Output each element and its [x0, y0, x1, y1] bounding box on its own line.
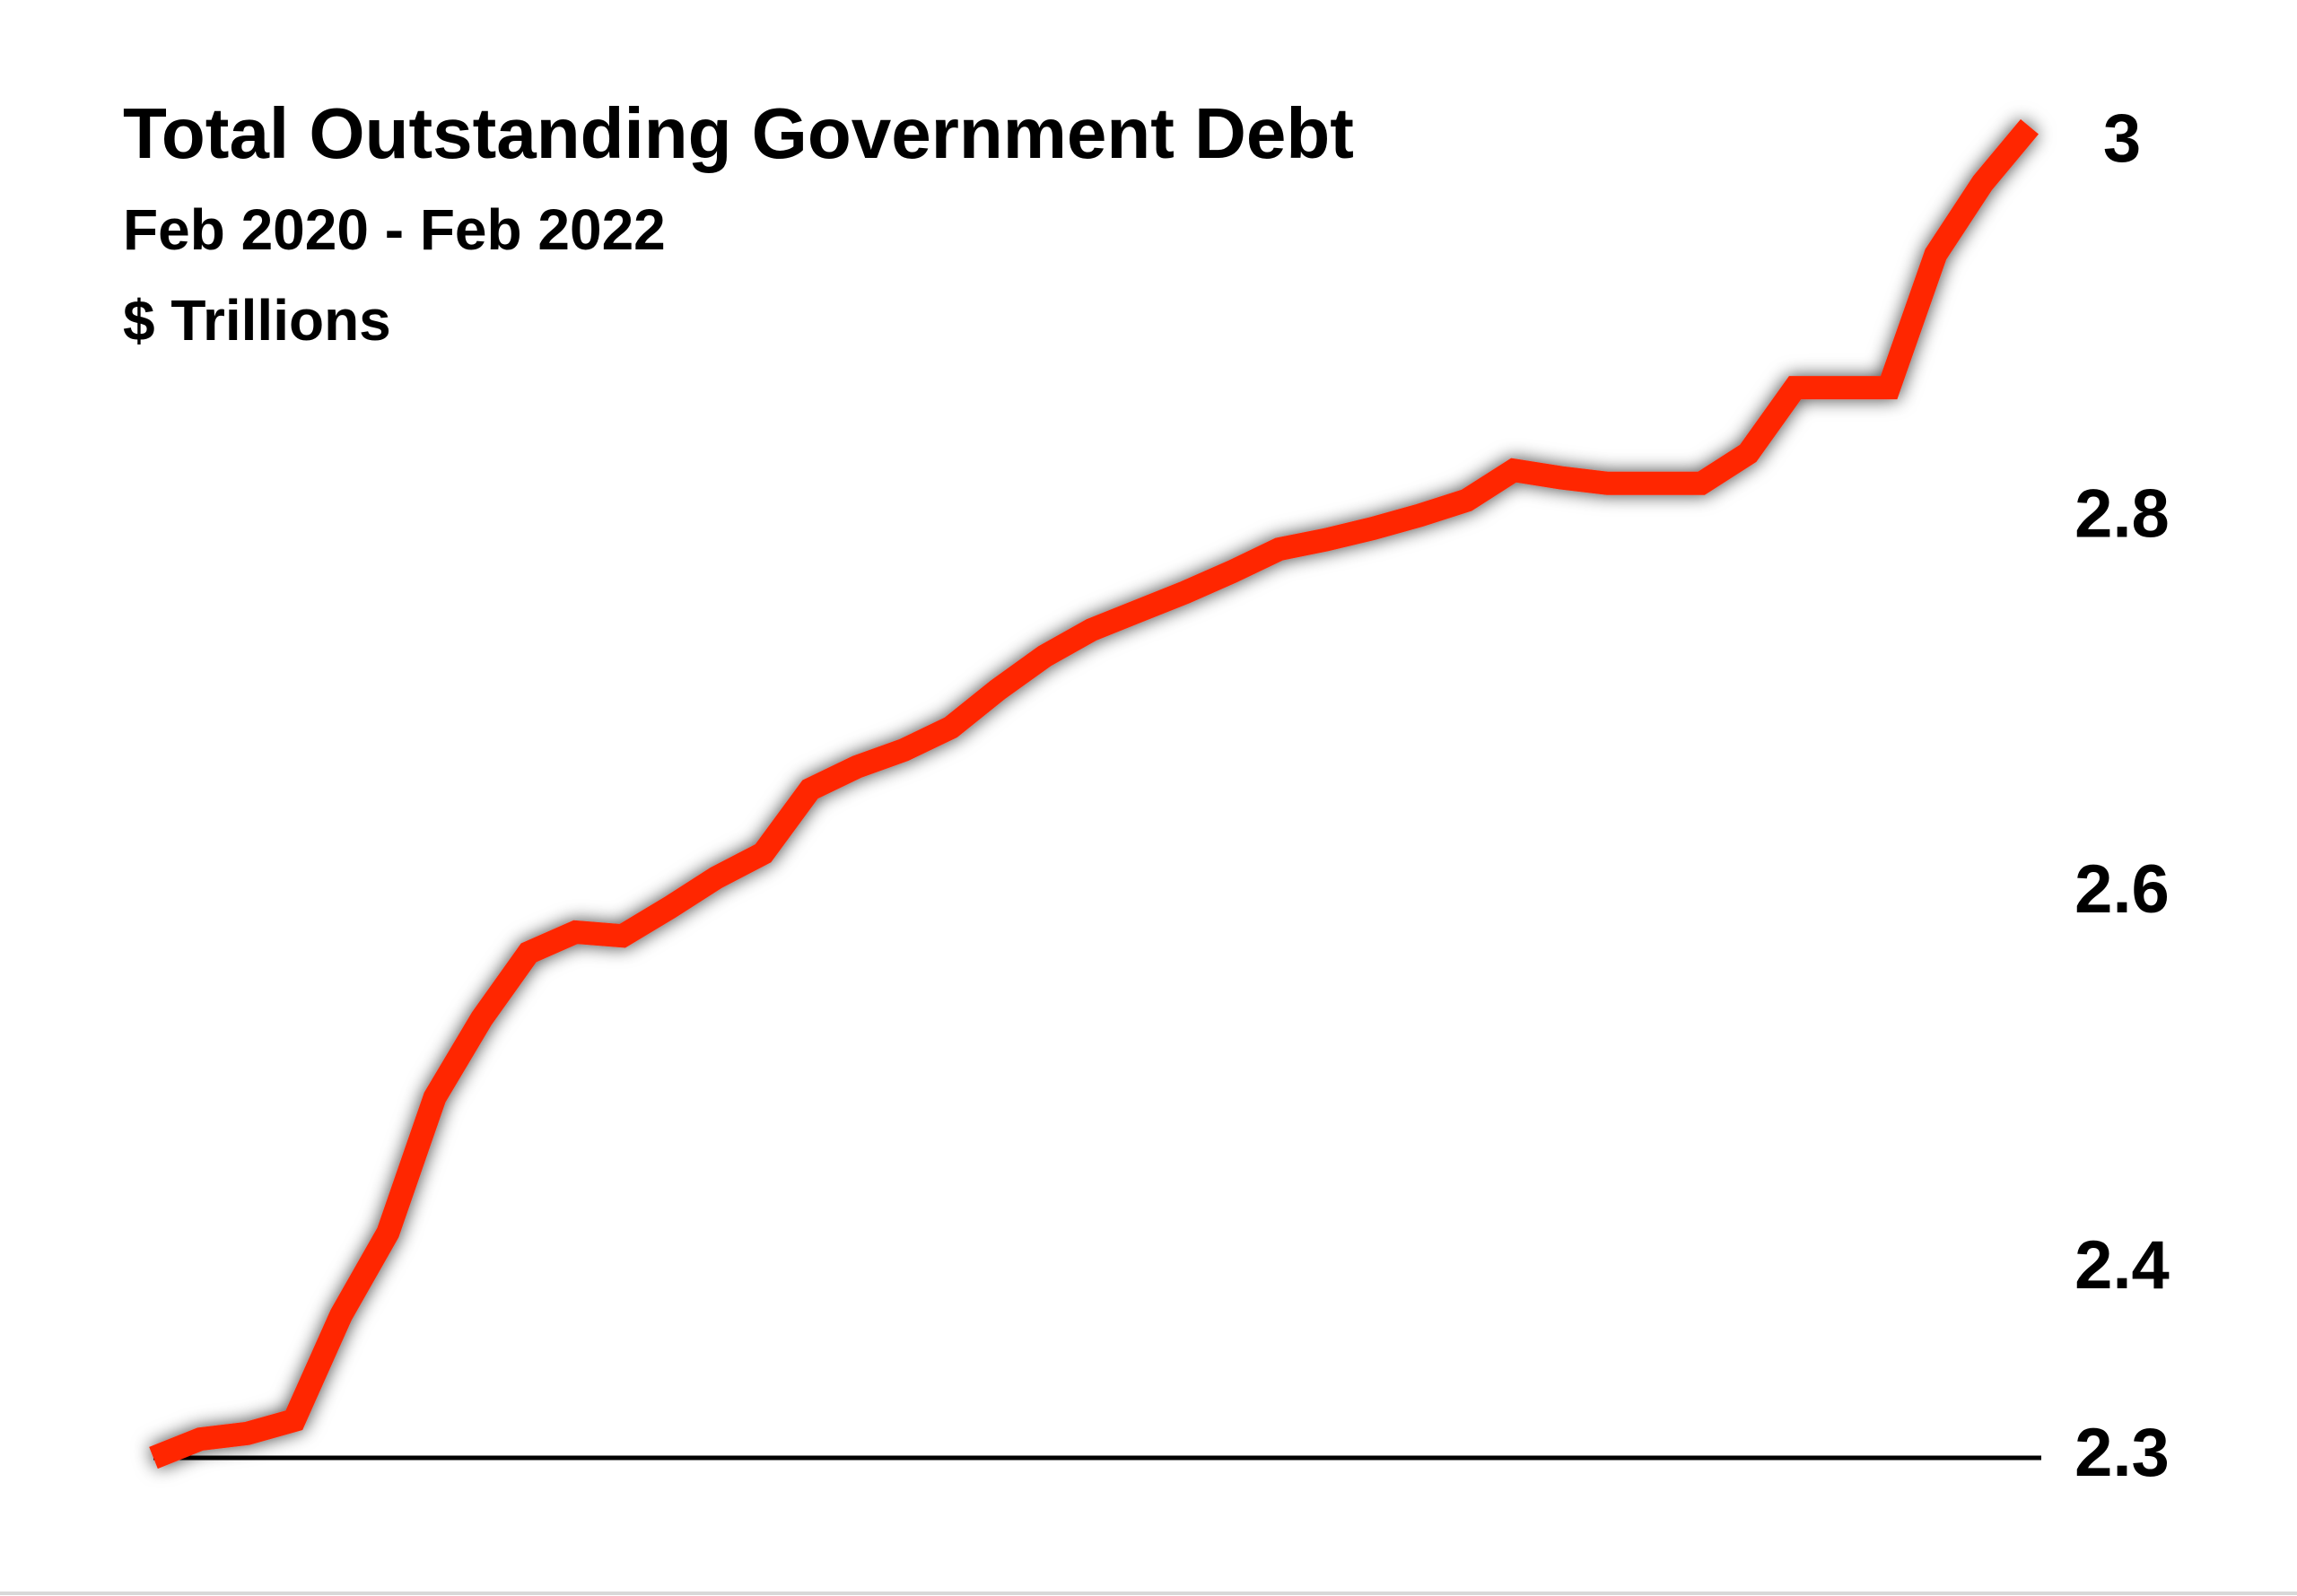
chart-subtitle: Feb 2020 - Feb 2022: [123, 197, 666, 262]
y-tick-label: 2.8: [2074, 476, 2170, 553]
chart-title: Total Outstanding Government Debt: [123, 93, 1354, 173]
y-tick-label: 3: [2103, 100, 2141, 177]
y-tick-label: 2.3: [2074, 1415, 2170, 1491]
y-tick-label: 2.6: [2074, 851, 2170, 928]
y-axis-label: $ Trillions: [123, 288, 391, 353]
data-line: [149, 118, 2039, 1470]
y-tick-label: 2.4: [2074, 1227, 2170, 1304]
